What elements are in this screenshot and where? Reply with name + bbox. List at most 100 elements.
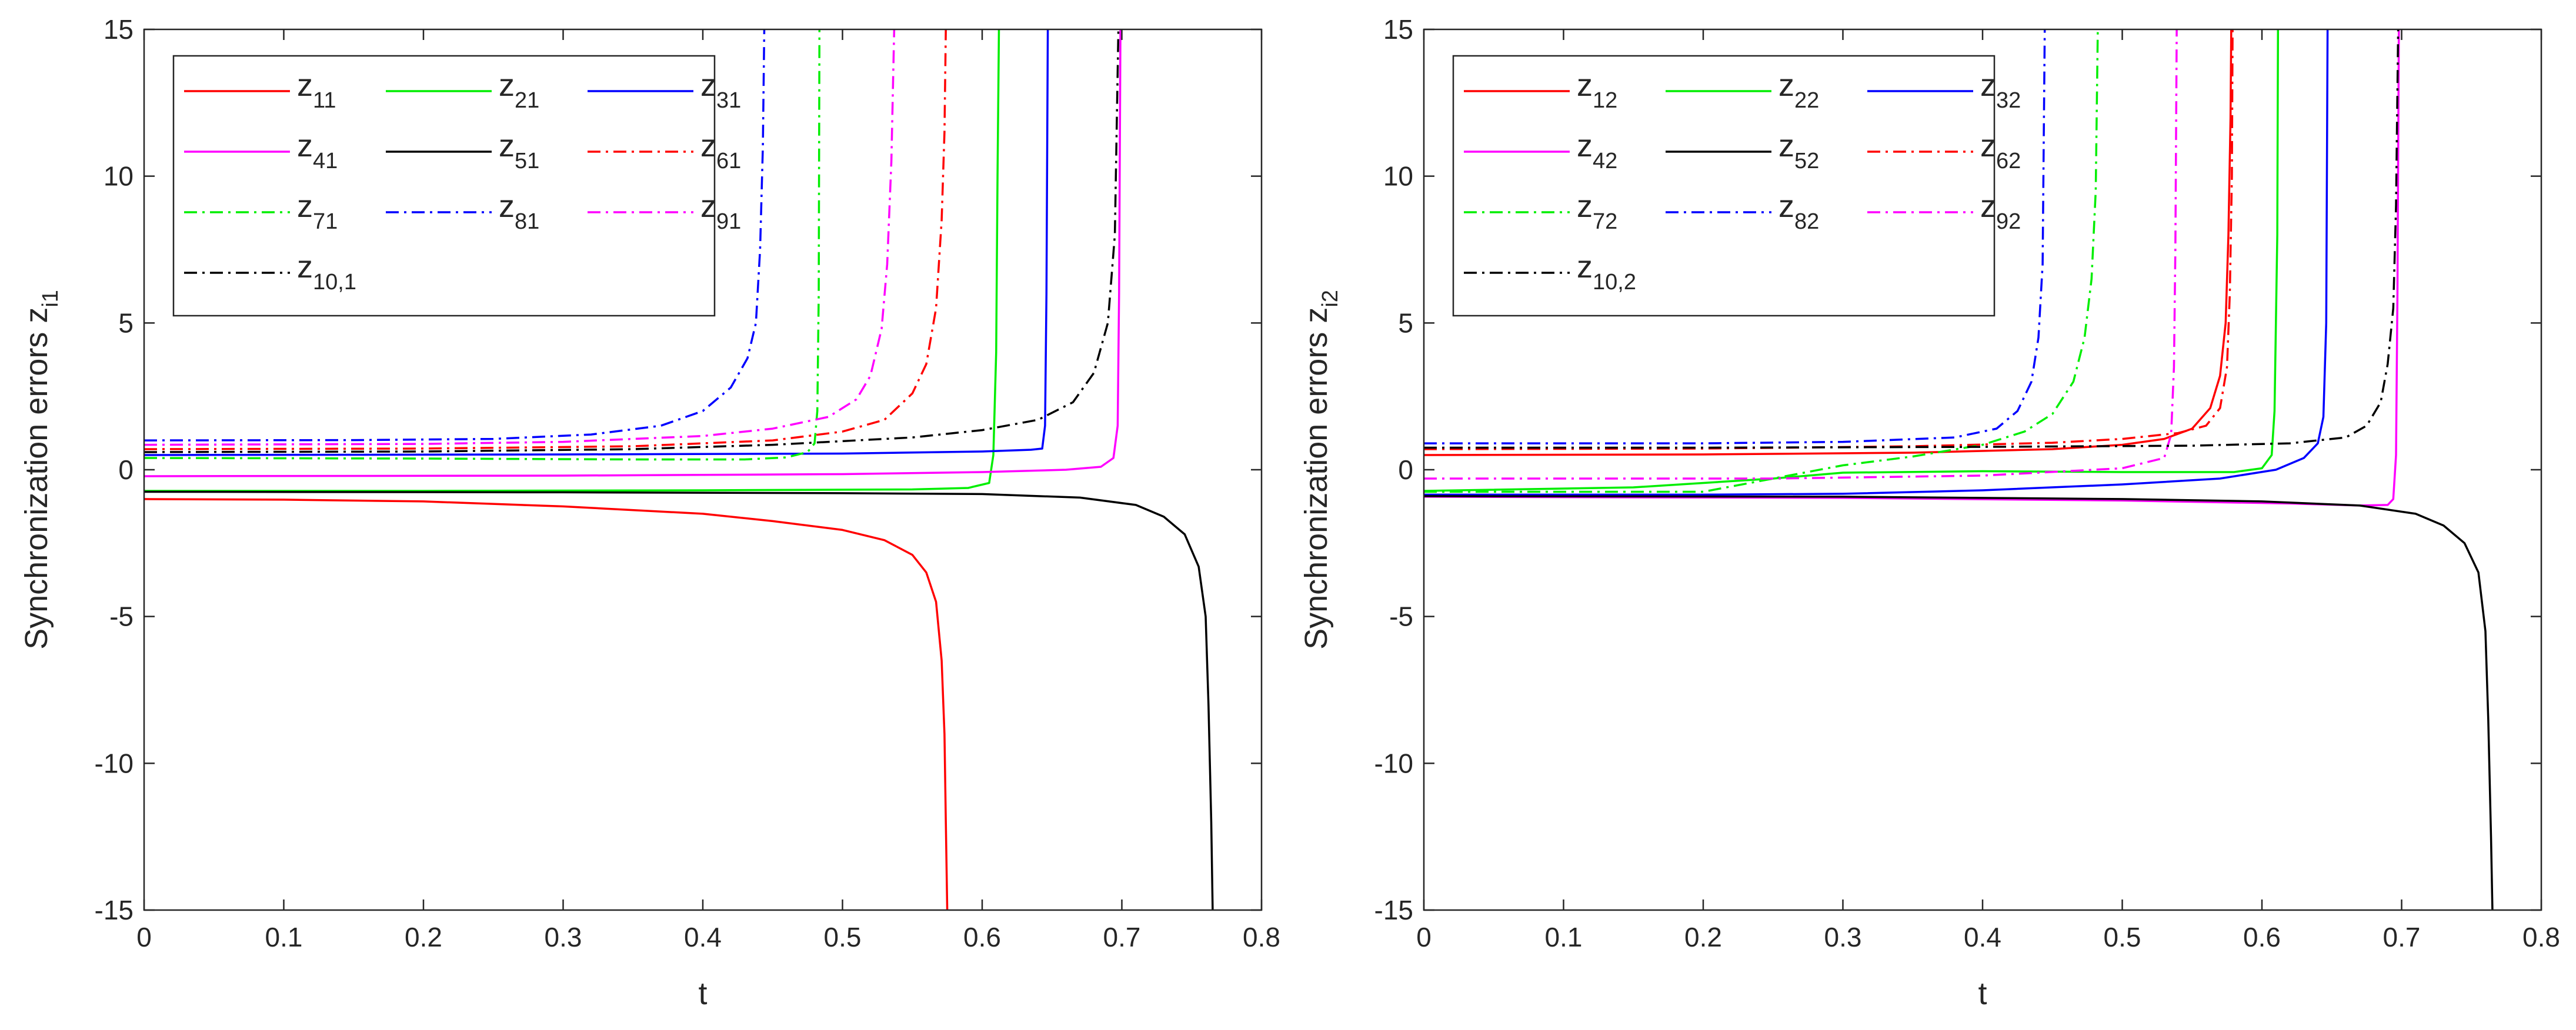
series-line-z22 [1424,29,2280,492]
y-tick-label: 5 [1398,307,1413,338]
legend-entry-main: z [1980,128,1996,163]
series-line-z72 [1424,29,2099,493]
x-tick-label: 0.1 [1545,922,1583,952]
legend-entry-label: z21 [499,68,539,113]
legend-entry-label: z81 [499,189,539,234]
legend-box [1452,55,1996,317]
legend-entry-subscript: 81 [515,209,539,234]
legend-entry-main: z [700,189,716,224]
legend-entry-main: z [1778,68,1794,103]
legend-entry-main: z [499,189,515,224]
left-chart-panel: 0 0.1 0.2 0.3 0.4 0.5 0.6 0.7 0.8 -15 -10 -5 0 5 10 15 t… [19,14,1280,1011]
legend-entry-subscript: 10,1 [313,270,356,295]
x-tick-label: 0.8 [1243,922,1280,952]
x-axis-label: t [698,976,707,1011]
legend-entry-main: z [1778,128,1794,163]
legend-entry-subscript: 61 [716,149,741,173]
y-tick-label: 10 [104,161,134,192]
y-tick-label: 5 [118,307,134,338]
series-line-z52 [1424,495,2494,910]
legend-entry-label: z42 [1577,128,1617,173]
legend-entry-main: z [297,189,313,224]
legend-entry-label: z61 [700,128,741,173]
legend-entry-subscript: 51 [515,149,539,173]
y-axis-label-subscript: i2 [1318,290,1343,307]
x-tick-label: 0.2 [1684,922,1722,952]
series-line-z42 [1424,29,2400,507]
legend-entry-label: z11 [297,68,336,113]
x-tick-label: 0.3 [545,922,582,952]
y-tick-label: -15 [1374,895,1413,925]
y-tick-label: 0 [1398,454,1413,485]
x-tick-label: 0.5 [2104,922,2141,952]
legend-entry-subscript: 10,2 [1593,270,1636,295]
y-axis-label: Synchronization errors zi1 [19,290,63,650]
y-tick-label: 10 [1383,161,1413,192]
legend-entry-label: z62 [1980,128,2021,173]
legend-entry-label: z82 [1778,189,1819,234]
x-axis-label: t [1978,976,1987,1011]
series-group [1424,29,2494,910]
legend-entry-subscript: 12 [1593,88,1617,113]
legend-entry-subscript: 22 [1794,88,1819,113]
legend-entry-main: z [1577,249,1593,285]
legend-entry-subscript: 42 [1593,149,1617,173]
legend-entry-label: z52 [1778,128,1819,173]
legend-entry-main: z [297,128,313,163]
x-tick-label: 0.4 [684,922,722,952]
legend-entry-label: z10,1 [297,249,356,295]
legend-entry-main: z [499,68,515,103]
legend-entry-label: z72 [1577,189,1617,234]
legend-entry-label: z12 [1577,68,1617,113]
legend-entry-main: z [1778,189,1794,224]
legend-entry-main: z [499,128,515,163]
legend-entry-main: z [1577,189,1593,224]
legend-entry-subscript: 82 [1794,209,1819,234]
y-tick-label: -10 [1374,748,1413,778]
legend-entry-label: z71 [297,189,338,234]
series-line-z62 [1424,29,2234,450]
legend-entry-subscript: 92 [1996,209,2021,234]
y-tick-label: -15 [95,895,134,925]
legend-entry-label: z91 [700,189,741,234]
series-line-z81 [144,29,766,442]
legend-entry-main: z [297,68,313,103]
y-axis-label: Synchronization errors zi2 [1299,290,1343,650]
y-axis-label-subscript: i1 [38,290,63,307]
series-line-z61 [144,29,947,450]
legend-entry-main: z [297,249,313,285]
legend-entry-label: z32 [1980,68,2021,113]
y-tick-label: -5 [1389,601,1413,632]
y-tick-label: 0 [118,454,134,485]
x-tick-label: 0.1 [265,922,303,952]
legend-entry-label: z10,2 [1577,249,1636,295]
legend-entry-subscript: 21 [515,88,539,113]
x-tick-label: 0.3 [1824,922,1862,952]
legend-entry-main: z [700,68,716,103]
y-axis-label-main: Synchronization errors z [19,307,54,650]
series-line-z71 [144,29,821,461]
y-tick-label: 15 [104,14,134,45]
right-chart-panel: 0 0.1 0.2 0.3 0.4 0.5 0.6 0.7 0.8 -15 -10 -5 0 5 10 15 t… [1299,14,2560,1011]
legend-entry-main: z [1577,68,1593,103]
series-line-z41 [144,29,1122,477]
legend-entry-label: z31 [700,68,741,113]
legend-entry-label: z41 [297,128,338,173]
series-line-z10-2 [1424,29,2400,449]
series-line-z82 [1424,29,2046,444]
x-tick-label: 0.4 [1964,922,2001,952]
legend-entry-main: z [1980,189,1996,224]
x-tick-label: 0.7 [2383,922,2421,952]
x-tick-label: 0.5 [824,922,862,952]
y-tick-label: 15 [1383,14,1413,45]
y-tick-label: -10 [95,748,134,778]
series-line-z32 [1424,29,2329,496]
legend-entry-main: z [1980,68,1996,103]
legend-entry-label: z92 [1980,189,2021,234]
legend-entry-label: z51 [499,128,539,173]
legend-entry-main: z [700,128,716,163]
legend-entry-subscript: 32 [1996,88,2021,113]
legend-entry-subscript: 41 [313,149,338,173]
x-tick-label: 0 [1416,922,1432,952]
